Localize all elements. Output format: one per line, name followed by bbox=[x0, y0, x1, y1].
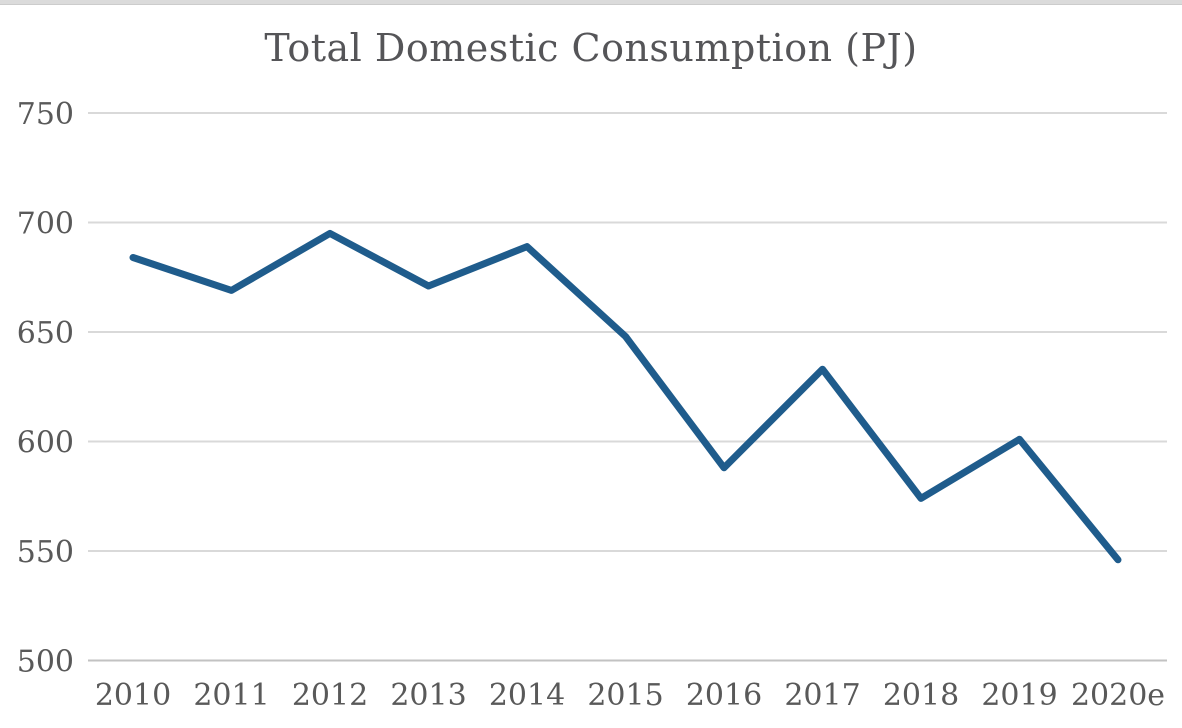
x-tick-label: 2013 bbox=[390, 678, 466, 713]
y-tick-label: 650 bbox=[17, 316, 74, 351]
x-tick-label: 2010 bbox=[95, 678, 171, 713]
x-tick-label: 2012 bbox=[292, 678, 368, 713]
x-tick-label: 2016 bbox=[686, 678, 762, 713]
x-tick-label: 2017 bbox=[784, 678, 860, 713]
y-tick-label: 700 bbox=[17, 206, 74, 241]
window-top-strip bbox=[0, 0, 1182, 5]
chart-title: Total Domestic Consumption (PJ) bbox=[264, 26, 918, 70]
y-tick-label: 550 bbox=[17, 535, 74, 570]
y-tick-label: 600 bbox=[17, 425, 74, 460]
x-tick-label: 2015 bbox=[587, 678, 663, 713]
x-tick-label: 2020e bbox=[1071, 678, 1165, 713]
x-tick-label: 2018 bbox=[883, 678, 959, 713]
y-tick-label: 750 bbox=[17, 97, 74, 132]
consumption-series-line bbox=[129, 229, 1122, 564]
y-tick-label: 500 bbox=[17, 644, 74, 679]
x-tick-label: 2011 bbox=[193, 678, 269, 713]
x-tick-label: 2014 bbox=[489, 678, 565, 713]
x-tick-label: 2019 bbox=[981, 678, 1057, 713]
